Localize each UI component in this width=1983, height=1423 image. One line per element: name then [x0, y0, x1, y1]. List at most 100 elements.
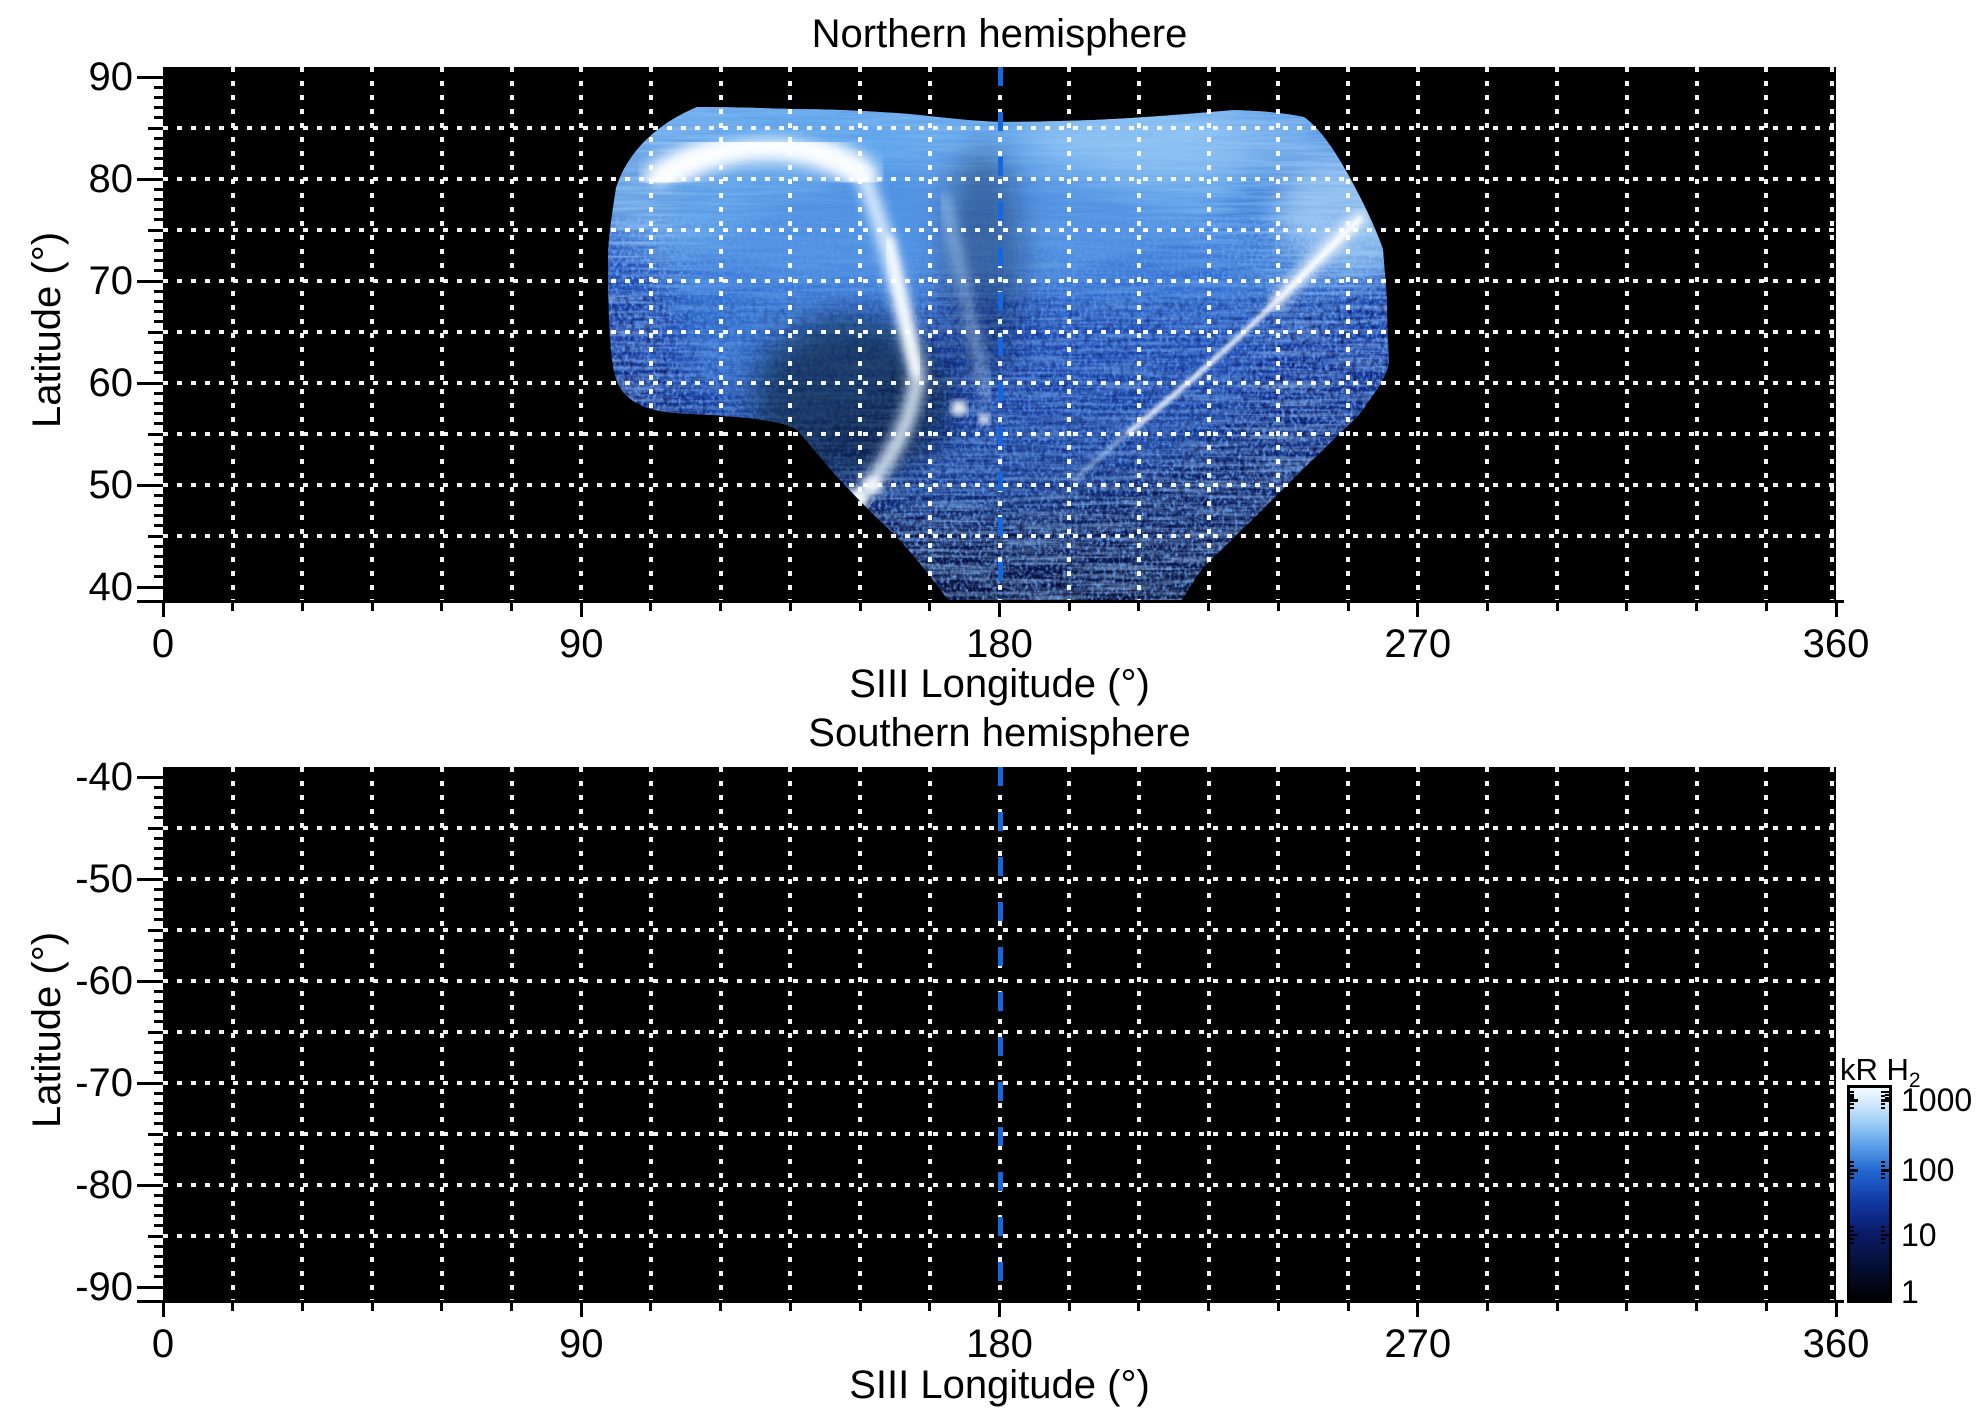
y-tick — [154, 1020, 163, 1024]
y-tick — [154, 959, 163, 963]
y-tick — [154, 412, 163, 416]
y-tick — [154, 565, 163, 569]
colorbar-minor-tick-mark — [1850, 1177, 1854, 1180]
x-tick — [1625, 1303, 1629, 1311]
y-tick — [154, 493, 163, 497]
y-tick — [137, 585, 163, 589]
colorbar-gradient — [1850, 1088, 1889, 1300]
y-tick — [154, 197, 163, 201]
x-tick — [1416, 1303, 1420, 1317]
y-tick — [137, 1183, 163, 1187]
colorbar-minor-tick-mark — [1885, 1091, 1889, 1093]
y-tick-label: 50 — [88, 463, 134, 507]
y-tick — [148, 826, 163, 830]
x-tick-label: 270 — [1384, 622, 1452, 666]
y-tick — [154, 106, 163, 110]
x-tick-label: 270 — [1384, 1322, 1452, 1366]
x-tick — [1834, 603, 1838, 617]
colorbar-minor-tick-mark — [1850, 1237, 1854, 1240]
reference-line-180 — [997, 767, 1003, 1300]
y-tick — [154, 1142, 163, 1146]
x-tick — [161, 603, 165, 617]
y-tick — [154, 503, 163, 507]
south-xlabel: SIII Longitude (°) — [849, 1363, 1150, 1407]
y-tick — [154, 299, 163, 303]
x-tick — [1695, 1303, 1699, 1311]
colorbar-minor-tick-mark — [1850, 1103, 1854, 1106]
colorbar-minor-tick-mark — [1881, 1165, 1885, 1168]
y-tick — [154, 259, 163, 263]
y-tick — [137, 979, 163, 983]
colorbar-tick-mark — [1850, 1099, 1858, 1102]
y-tick — [137, 775, 163, 779]
y-tick — [154, 918, 163, 922]
y-tick-label: 60 — [88, 361, 134, 405]
north-gridlines — [163, 67, 1836, 600]
colorbar-minor-tick-mark — [1850, 1161, 1854, 1164]
colorbar-minor-tick-mark — [1850, 1107, 1854, 1110]
colorbar-minor-tick-mark — [1850, 1225, 1854, 1228]
y-tick-label: 40 — [88, 565, 134, 609]
x-tick — [231, 603, 235, 611]
y-tick — [154, 1010, 163, 1014]
colorbar-minor-tick-mark — [1850, 1091, 1854, 1093]
y-tick — [154, 1152, 163, 1156]
y-tick — [154, 1101, 163, 1105]
y-tick — [148, 330, 163, 334]
x-tick — [370, 603, 374, 611]
x-tick — [440, 603, 444, 611]
x-tick — [998, 603, 1001, 617]
y-tick — [148, 126, 163, 130]
y-tick — [154, 1265, 163, 1269]
x-tick — [440, 1303, 444, 1311]
y-tick — [154, 1061, 163, 1065]
y-tick — [154, 897, 163, 901]
y-tick — [154, 969, 163, 973]
colorbar-minor-tick-mark — [1850, 1097, 1854, 1099]
y-tick — [154, 867, 163, 871]
reference-line-180 — [997, 67, 1003, 600]
y-tick-label: 70 — [88, 259, 134, 303]
y-tick — [154, 340, 163, 344]
x-tick — [231, 1303, 235, 1311]
x-tick — [1625, 603, 1629, 611]
y-tick-label: 80 — [88, 157, 134, 201]
x-tick — [788, 1303, 792, 1311]
colorbar-title-text: kR H — [1840, 1052, 1909, 1087]
y-tick-label: -60 — [75, 959, 133, 1003]
colorbar-minor-tick-mark — [1881, 1091, 1885, 1094]
x-tick — [649, 1303, 653, 1311]
y-tick — [154, 401, 163, 405]
y-tick — [154, 422, 163, 426]
x-tick-label: 90 — [559, 622, 604, 666]
x-tick — [1276, 603, 1280, 611]
colorbar-minor-tick-mark — [1850, 1094, 1854, 1096]
x-tick — [1764, 1303, 1768, 1311]
y-tick — [137, 381, 163, 385]
x-tick — [1834, 1303, 1838, 1317]
y-tick — [154, 1112, 163, 1116]
y-tick — [154, 544, 163, 548]
colorbar-minor-tick-mark — [1881, 1225, 1885, 1228]
y-tick — [154, 442, 163, 446]
x-tick — [1485, 603, 1489, 611]
colorbar-minor-tick-mark — [1885, 1094, 1889, 1096]
y-tick — [154, 95, 163, 99]
colorbar-tick-mark — [1881, 1233, 1889, 1237]
colorbar-tick-mark — [1850, 1233, 1858, 1237]
y-tick — [137, 75, 163, 79]
colorbar-minor-tick-mark — [1881, 1107, 1885, 1110]
y-tick-label: -80 — [75, 1163, 133, 1207]
colorbar-tick-mark — [1850, 1169, 1858, 1172]
x-tick — [1207, 1303, 1211, 1311]
colorbar-tick-label: 100 — [1901, 1152, 1955, 1189]
y-tick — [154, 269, 163, 273]
y-tick — [154, 948, 163, 952]
x-tick-label: 90 — [559, 1322, 604, 1366]
x-tick — [579, 603, 583, 617]
y-tick — [154, 208, 163, 212]
y-tick — [154, 167, 163, 171]
x-tick — [510, 1303, 514, 1311]
x-tick — [928, 1303, 932, 1311]
y-tick — [154, 146, 163, 150]
